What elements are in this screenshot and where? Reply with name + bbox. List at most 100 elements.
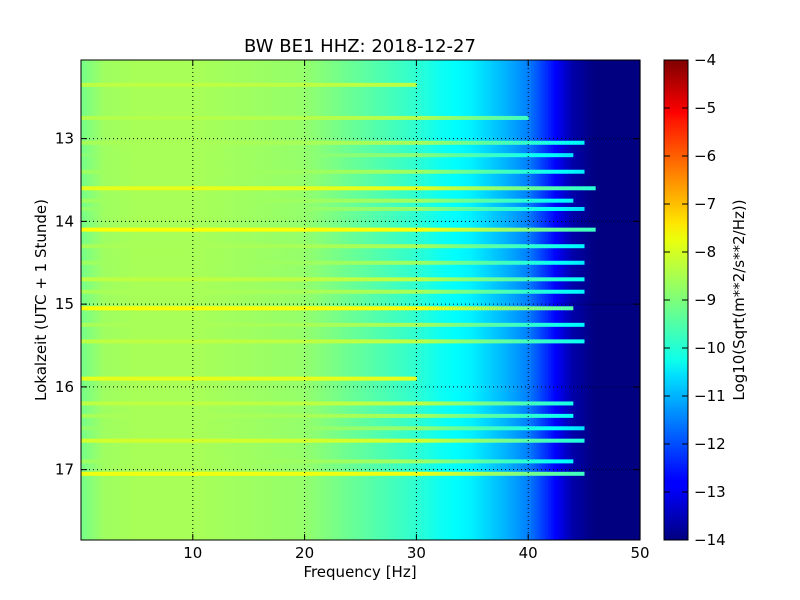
heatmap-cell — [396, 60, 401, 540]
heatmap-band-cell — [483, 169, 490, 174]
heatmap-band-cell — [304, 198, 311, 203]
heatmap-band-cell — [97, 206, 104, 211]
heatmap-band-cell — [265, 140, 272, 145]
heatmap-band-cell — [164, 153, 171, 158]
heatmap-band-cell — [561, 140, 568, 145]
heatmap-band-cell — [466, 153, 473, 158]
heatmap-band-cell — [399, 169, 406, 174]
heatmap-band-cell — [237, 153, 244, 158]
heatmap-band-cell — [388, 244, 395, 249]
heatmap-band-cell — [366, 206, 373, 211]
heatmap-band-cell — [416, 413, 423, 418]
heatmap-band-cell — [170, 459, 177, 464]
heatmap-band-cell — [192, 198, 199, 203]
heatmap-band-cell — [271, 169, 278, 174]
heatmap-band-cell — [187, 227, 194, 232]
heatmap-cell — [399, 60, 404, 540]
heatmap-cell — [595, 60, 599, 540]
heatmap-band-cell — [120, 140, 127, 145]
heatmap-band-cell — [399, 206, 406, 211]
heatmap-band-cell — [215, 306, 222, 311]
heatmap-band-cell — [148, 322, 155, 327]
heatmap-band-cell — [159, 322, 166, 327]
heatmap-cell — [480, 60, 485, 540]
heatmap-band-cell — [321, 206, 328, 211]
heatmap-band-cell — [556, 401, 563, 406]
heatmap-band-cell — [556, 413, 563, 418]
heatmap-band-cell — [522, 289, 529, 294]
heatmap-band-cell — [522, 186, 529, 191]
heatmap-band-cell — [326, 339, 333, 344]
heatmap-band-cell — [231, 186, 238, 191]
heatmap-band-cell — [500, 471, 507, 476]
heatmap-band-cell — [371, 413, 378, 418]
heatmap-band-cell — [544, 401, 551, 406]
heatmap-band-cell — [108, 322, 115, 327]
heatmap-cell — [226, 60, 230, 540]
heatmap-band-cell — [282, 471, 289, 476]
heatmap-band-cell — [86, 169, 93, 174]
heatmap-band-cell — [315, 289, 322, 294]
heatmap-cell — [83, 60, 88, 540]
heatmap-band-cell — [209, 82, 216, 87]
heatmap-band-cell — [243, 322, 250, 327]
heatmap-cell — [380, 60, 384, 540]
heatmap-band-cell — [125, 471, 132, 476]
heatmap-band-cell — [433, 244, 440, 249]
heatmap-band-cell — [114, 289, 121, 294]
heatmap-band-cell — [176, 438, 183, 443]
heatmap-band-cell — [528, 244, 535, 249]
heatmap-band-cell — [81, 306, 87, 311]
heatmap-band-cell — [489, 322, 496, 327]
heatmap-band-cell — [125, 426, 132, 431]
heatmap-band-cell — [81, 244, 87, 249]
heatmap-band-cell — [293, 206, 300, 211]
heatmap-band-cell — [187, 401, 194, 406]
heatmap-band-cell — [265, 115, 272, 120]
heatmap-band-cell — [243, 339, 250, 344]
heatmap-band-cell — [181, 289, 188, 294]
heatmap-band-cell — [248, 306, 255, 311]
heatmap-band-cell — [181, 140, 188, 145]
heatmap-band-cell — [528, 289, 535, 294]
heatmap-band-cell — [366, 426, 373, 431]
heatmap-band-cell — [438, 186, 445, 191]
heatmap-band-cell — [131, 260, 138, 265]
heatmap-band-cell — [366, 227, 373, 232]
heatmap-cell — [212, 60, 216, 540]
heatmap-band-cell — [388, 260, 395, 265]
heatmap-band-cell — [505, 244, 512, 249]
heatmap-band-cell — [382, 376, 389, 381]
heatmap-band-cell — [142, 306, 149, 311]
heatmap-band-cell — [321, 277, 328, 282]
heatmap-band-cell — [114, 82, 121, 87]
heatmap-band-cell — [181, 459, 188, 464]
heatmap-band-cell — [461, 115, 468, 120]
heatmap-band-cell — [259, 244, 266, 249]
heatmap-band-cell — [572, 260, 579, 265]
heatmap-band-cell — [108, 169, 115, 174]
heatmap-band-cell — [81, 169, 87, 174]
heatmap-band-cell — [176, 339, 183, 344]
heatmap-band-cell — [528, 260, 535, 265]
heatmap-band-cell — [421, 206, 428, 211]
heatmap-band-cell — [332, 339, 339, 344]
heatmap-band-cell — [254, 322, 261, 327]
heatmap-band-cell — [265, 306, 272, 311]
heatmap-band-cell — [556, 198, 563, 203]
heatmap-band-cell — [433, 459, 440, 464]
heatmap-band-cell — [332, 206, 339, 211]
heatmap-band-cell — [489, 438, 496, 443]
heatmap-band-cell — [572, 339, 579, 344]
heatmap-band-cell — [181, 153, 188, 158]
heatmap-band-cell — [477, 471, 484, 476]
heatmap-band-cell — [226, 140, 233, 145]
heatmap-band-cell — [248, 438, 255, 443]
heatmap-band-cell — [483, 186, 490, 191]
heatmap-band-cell — [203, 339, 210, 344]
heatmap-band-cell — [259, 227, 266, 232]
heatmap-band-cell — [271, 376, 278, 381]
heatmap-band-cell — [176, 244, 183, 249]
heatmap-band-cell — [349, 198, 356, 203]
heatmap-cell — [229, 60, 233, 540]
